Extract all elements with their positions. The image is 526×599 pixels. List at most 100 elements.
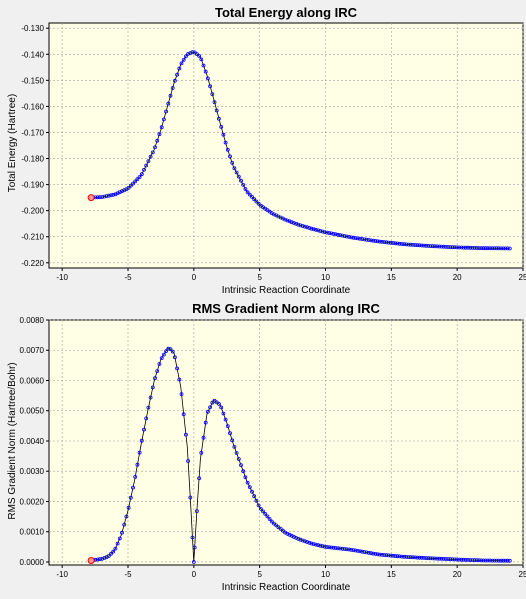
data-point [122, 522, 127, 527]
data-point [430, 556, 435, 561]
data-point [305, 540, 310, 544]
data-point [172, 78, 177, 83]
data-point [461, 245, 466, 250]
data-point [214, 108, 219, 113]
data-point [435, 244, 440, 249]
data-point [472, 245, 477, 250]
data-point [135, 462, 140, 467]
data-point [261, 509, 265, 514]
data-point [335, 546, 340, 551]
data-point [360, 549, 365, 554]
data-point [291, 221, 296, 225]
data-point [454, 557, 459, 562]
data-point [216, 401, 221, 406]
data-point [307, 226, 312, 230]
data-point [232, 444, 237, 449]
data-point [111, 192, 116, 197]
data-point [210, 400, 215, 405]
data-point [153, 376, 157, 381]
data-point [459, 245, 464, 250]
data-point [448, 557, 453, 562]
data-point [245, 190, 250, 195]
data-point [201, 435, 206, 440]
data-point [283, 217, 288, 222]
data-point [397, 554, 402, 559]
data-point [243, 475, 248, 480]
data-point [391, 241, 395, 245]
data-point [450, 557, 455, 562]
data-point [241, 182, 246, 187]
data-point [175, 72, 180, 77]
data-point [302, 539, 307, 544]
data-point [109, 193, 113, 198]
data-point [100, 556, 105, 561]
data-point [375, 239, 380, 244]
data-point [338, 546, 343, 551]
data-point [294, 221, 299, 226]
x-tick-label: 0 [192, 273, 197, 282]
data-point [496, 558, 501, 563]
data-point [280, 528, 285, 533]
data-point [285, 218, 290, 223]
data-point [393, 554, 398, 558]
data-point [408, 242, 413, 247]
y-axis-label: RMS Gradient Norm (Hartree/Bohr) [7, 362, 18, 519]
data-point [410, 242, 415, 247]
data-point [333, 546, 338, 550]
data-point [188, 495, 193, 500]
current-point-marker[interactable] [87, 194, 95, 202]
y-tick-label: -0.160 [21, 102, 44, 111]
data-point [344, 547, 349, 552]
data-point [485, 558, 490, 563]
data-point [239, 463, 243, 468]
x-tick-label: -5 [124, 273, 132, 282]
data-point [369, 238, 373, 243]
data-point [183, 54, 188, 59]
data-point [443, 244, 448, 249]
data-point [298, 537, 303, 542]
data-point [100, 195, 105, 199]
data-point [318, 229, 323, 233]
y-tick-label: -0.220 [21, 259, 44, 268]
data-point [335, 232, 340, 237]
data-point [186, 459, 191, 463]
data-point [241, 469, 246, 474]
data-point [98, 557, 102, 562]
data-point [135, 177, 140, 182]
data-point [225, 424, 230, 429]
plot-area [48, 319, 524, 566]
data-point [210, 92, 215, 96]
data-point [146, 159, 151, 164]
data-point [263, 512, 268, 516]
data-point [194, 52, 199, 56]
data-point [421, 556, 426, 560]
data-point [340, 546, 345, 551]
data-point [115, 541, 120, 546]
data-point [463, 558, 468, 562]
data-point [505, 558, 510, 563]
data-point [399, 554, 404, 559]
data-point [142, 427, 146, 432]
data-point [349, 235, 354, 240]
data-point [252, 494, 257, 499]
data-point [331, 231, 336, 236]
data-point [496, 246, 501, 251]
data-point [468, 558, 473, 562]
current-point-marker[interactable] [87, 556, 95, 564]
data-point [382, 553, 387, 557]
data-point [247, 485, 252, 490]
data-point [468, 245, 473, 250]
data-point [377, 552, 382, 557]
data-point [95, 557, 100, 562]
data-point [485, 246, 490, 251]
plot-area [48, 22, 524, 269]
data-point [358, 236, 362, 241]
data-point [205, 409, 210, 414]
x-tick-label: 20 [453, 570, 462, 579]
data-point [223, 417, 228, 422]
data-point [250, 489, 254, 494]
data-point [406, 555, 411, 559]
data-point [483, 246, 488, 251]
y-tick-label: -0.180 [21, 155, 44, 164]
